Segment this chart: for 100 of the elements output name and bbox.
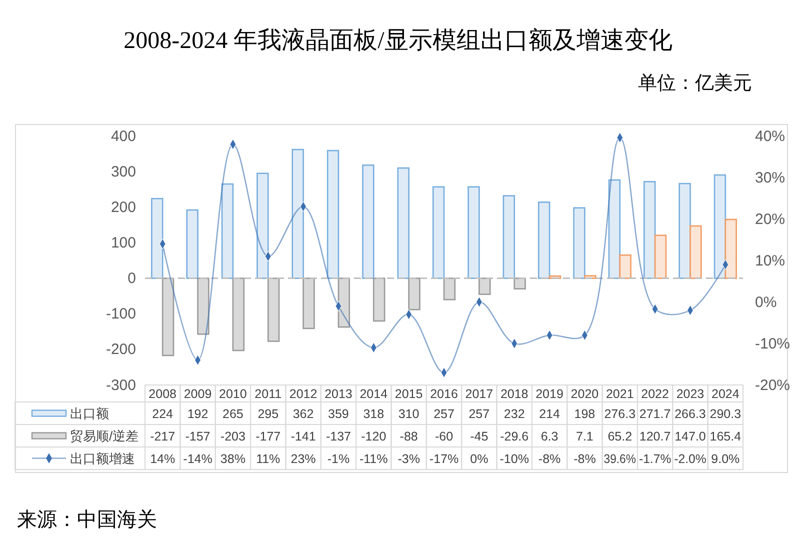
bar bbox=[186, 209, 198, 279]
x-tick-label: 2021 bbox=[606, 387, 634, 401]
bar bbox=[197, 278, 210, 335]
x-tick-label: 2009 bbox=[184, 387, 212, 401]
y-tick-label: 400 bbox=[110, 128, 136, 145]
bar bbox=[690, 225, 702, 279]
x-tick-label: 2008 bbox=[148, 387, 177, 401]
legend-label: 出口额 bbox=[70, 406, 109, 421]
data-label: 318 bbox=[363, 406, 384, 421]
data-label: 11% bbox=[256, 452, 280, 466]
y-tick-label: -200 bbox=[106, 341, 136, 358]
data-label: 23% bbox=[290, 452, 316, 466]
data-label: 39.6% bbox=[604, 452, 640, 466]
bar bbox=[573, 207, 586, 279]
bar bbox=[478, 278, 491, 295]
data-label: 214 bbox=[539, 406, 560, 421]
bar bbox=[338, 278, 350, 328]
bar bbox=[608, 179, 621, 279]
data-label: 120.7 bbox=[639, 429, 671, 444]
bar bbox=[619, 254, 632, 279]
bar bbox=[292, 148, 304, 279]
bar bbox=[162, 278, 174, 356]
data-label: 65.2 bbox=[608, 429, 632, 444]
data-label: 257 bbox=[468, 406, 490, 421]
data-label: -14% bbox=[183, 452, 212, 466]
bar bbox=[267, 278, 280, 342]
data-label: 7.1 bbox=[576, 429, 594, 444]
data-label: -88 bbox=[400, 429, 418, 444]
bar bbox=[714, 174, 726, 279]
data-label: 165.4 bbox=[710, 429, 742, 444]
data-label: 295 bbox=[258, 406, 279, 421]
y2-tick-label: -20% bbox=[755, 376, 790, 394]
bar bbox=[232, 278, 244, 352]
data-label: 192 bbox=[187, 406, 208, 421]
data-label: 362 bbox=[292, 406, 314, 421]
data-label: 224 bbox=[152, 406, 174, 421]
text: 单位：亿美元 bbox=[638, 72, 752, 94]
data-label: -1% bbox=[327, 452, 350, 466]
bar bbox=[724, 218, 737, 279]
bar bbox=[302, 278, 315, 330]
data-label: -137 bbox=[326, 429, 352, 444]
bar bbox=[538, 202, 550, 279]
data-label: -8% bbox=[574, 452, 596, 466]
data-label: 271.7 bbox=[639, 406, 671, 421]
data-label: 310 bbox=[398, 406, 420, 421]
data-label: -10% bbox=[500, 452, 529, 466]
data-label: 359 bbox=[328, 406, 349, 421]
y-tick-label: 300 bbox=[110, 163, 136, 180]
data-label: -1.7% bbox=[638, 452, 672, 466]
data-label: -29.6 bbox=[500, 429, 529, 444]
data-label: 38% bbox=[220, 452, 246, 466]
bar bbox=[221, 183, 234, 279]
data-label: -60 bbox=[434, 429, 454, 444]
x-tick-label: 2011 bbox=[254, 387, 282, 401]
bar bbox=[514, 278, 526, 290]
y-tick-label: 200 bbox=[110, 198, 136, 216]
x-tick-label: 2016 bbox=[430, 387, 458, 401]
x-tick-label: 2014 bbox=[360, 387, 388, 401]
bar bbox=[654, 234, 667, 279]
y2-tick-label: 0% bbox=[755, 294, 777, 311]
bar bbox=[362, 164, 374, 279]
legend-label: 贸易顺/逆差 bbox=[70, 428, 139, 444]
bar bbox=[326, 150, 340, 279]
data-label: 276.3 bbox=[604, 406, 636, 421]
bar bbox=[372, 278, 386, 322]
x-tick-label: 2015 bbox=[394, 387, 423, 401]
x-tick-label: 2017 bbox=[465, 387, 494, 401]
x-tick-label: 2020 bbox=[570, 387, 599, 401]
data-label: -8% bbox=[538, 452, 561, 466]
x-tick-label: 2022 bbox=[641, 387, 670, 401]
x-tick-label: 2024 bbox=[712, 387, 740, 401]
data-label: 290.3 bbox=[710, 406, 742, 421]
bar bbox=[502, 195, 516, 279]
y-tick-label: 0 bbox=[128, 270, 136, 288]
data-label: 9.0% bbox=[711, 452, 740, 466]
bar bbox=[432, 186, 445, 279]
y2-tick-label: 30% bbox=[755, 169, 786, 186]
source-note: 来源：中国海关 bbox=[17, 509, 157, 531]
bar bbox=[644, 180, 656, 279]
x-tick-label: 2013 bbox=[324, 387, 352, 401]
legend-label: 出口额增速 bbox=[70, 450, 135, 466]
x-tick-label: 2023 bbox=[676, 387, 704, 401]
data-label: 257 bbox=[434, 406, 454, 421]
y2-tick-label: 40% bbox=[755, 128, 786, 145]
chart-title: 2008-2024 年我液晶面板/显示模组出口额及增速变化 bbox=[124, 27, 672, 54]
data-label: 198 bbox=[574, 406, 596, 421]
data-label: 232 bbox=[504, 406, 525, 421]
data-label: -17% bbox=[429, 452, 459, 466]
y2-tick-label: -10% bbox=[755, 335, 790, 352]
bar bbox=[397, 167, 410, 279]
bar bbox=[151, 198, 164, 279]
bar bbox=[468, 186, 480, 279]
x-tick-label: 2019 bbox=[536, 387, 564, 401]
y2-tick-label: 10% bbox=[755, 252, 786, 270]
data-label: -45 bbox=[470, 429, 488, 444]
data-label: 265 bbox=[222, 406, 244, 421]
data-label: -157 bbox=[185, 429, 210, 444]
data-label: -217 bbox=[150, 429, 176, 444]
y-tick-label: -300 bbox=[106, 376, 136, 394]
bar bbox=[408, 278, 420, 310]
